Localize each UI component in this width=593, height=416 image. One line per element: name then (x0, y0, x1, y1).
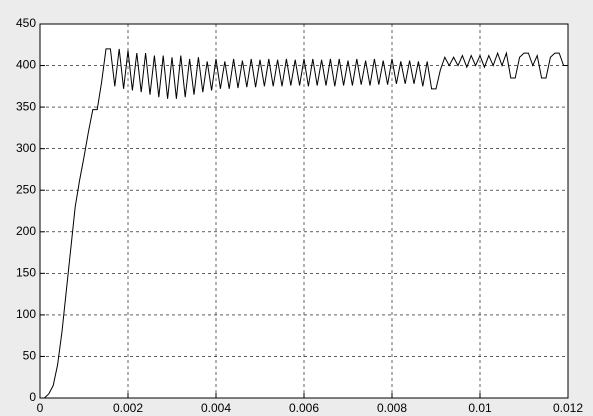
y-tick-label: 400 (16, 58, 36, 72)
y-tick-label: 50 (23, 349, 37, 363)
x-tick-label: 0.004 (201, 401, 231, 415)
x-tick-label: 0.012 (553, 401, 583, 415)
y-tick-label: 0 (29, 390, 36, 404)
y-tick-label: 150 (16, 266, 36, 280)
x-tick-label: 0.01 (468, 401, 492, 415)
y-tick-label: 100 (16, 307, 36, 321)
line-series (40, 48, 568, 399)
x-tick-label: 0.008 (377, 401, 407, 415)
y-tick-label: 350 (16, 99, 36, 113)
y-tick-label: 300 (16, 141, 36, 155)
plot-border (39, 23, 569, 399)
x-tick-label: 0.002 (113, 401, 143, 415)
y-tick-label: 200 (16, 224, 36, 238)
x-tick-label: 0 (37, 401, 44, 415)
y-tick-label: 450 (16, 16, 36, 30)
y-tick-label: 250 (16, 182, 36, 196)
x-tick-label: 0.006 (289, 401, 319, 415)
